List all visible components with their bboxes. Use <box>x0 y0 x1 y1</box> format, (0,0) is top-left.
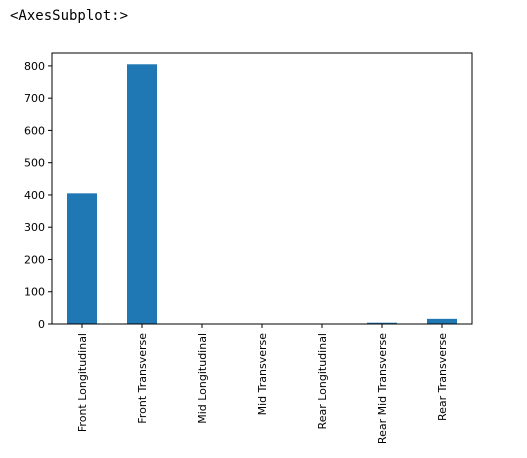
x-tick-label: Mid Transverse <box>256 333 269 416</box>
y-tick-label: 700 <box>24 92 45 105</box>
y-tick-label: 100 <box>24 286 45 299</box>
y-tick-label: 800 <box>24 60 45 73</box>
bar <box>67 193 97 324</box>
y-axis: 0 100 200 300 400 500 600 700 800 <box>24 60 52 331</box>
x-tick-label: Front Transverse <box>136 333 149 424</box>
y-tick-label: 500 <box>24 157 45 170</box>
bar <box>127 64 157 325</box>
x-tick-label: Mid Longitudinal <box>196 333 209 424</box>
cell-output-text: <AxesSubplot:> <box>10 8 129 24</box>
y-tick-label: 200 <box>24 253 45 266</box>
y-tick-label: 0 <box>38 318 45 331</box>
x-tick-label: Rear Transverse <box>436 333 449 421</box>
y-tick-label: 300 <box>24 221 45 234</box>
x-tick-label: Rear Longitudinal <box>316 333 329 429</box>
y-tick-label: 400 <box>24 189 45 202</box>
bars-group <box>67 64 457 325</box>
x-tick-label: Rear Mid Transverse <box>376 333 389 444</box>
bar <box>367 322 397 324</box>
x-tick-label: Front Longitudinal <box>76 333 89 432</box>
x-axis: Front Longitudinal Front Transverse Mid Lo… <box>76 324 449 444</box>
axes-frame <box>51 52 473 325</box>
bar <box>427 318 457 324</box>
y-tick-label: 600 <box>24 124 45 137</box>
